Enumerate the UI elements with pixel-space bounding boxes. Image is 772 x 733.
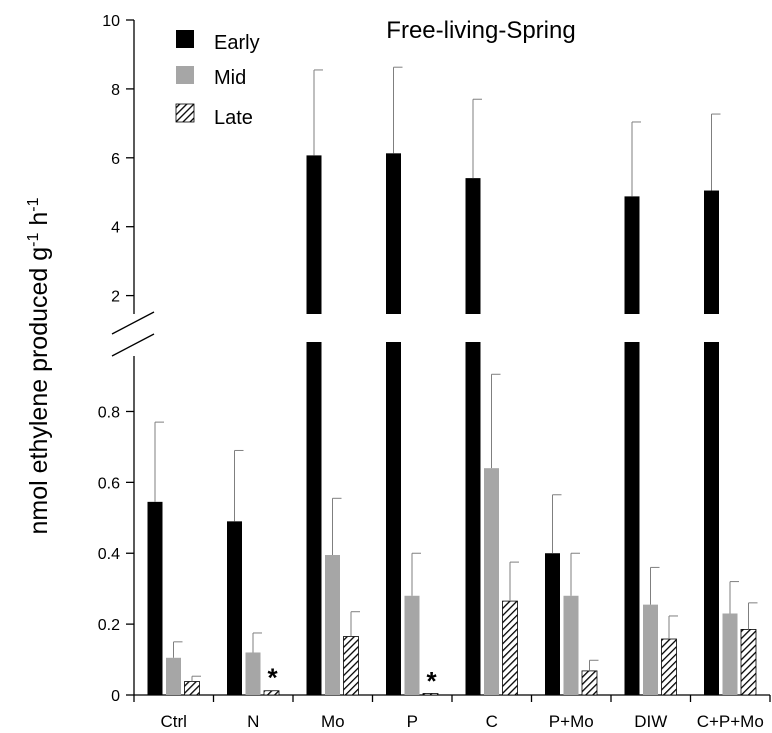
early-bar-mo-lower	[306, 342, 322, 695]
late-bar-p-plus-mo	[581, 670, 598, 696]
y-tick-label: 0.4	[98, 546, 120, 563]
late-bar-mo	[343, 636, 359, 696]
labels: 0 0.2 0.4 0.6 0.8 2 4 6 8 10 Ctrl N Mo P C P+Mo DIW C+P+M…	[98, 13, 764, 731]
late-bar-n	[263, 690, 280, 696]
legend-swatch-early	[176, 30, 194, 48]
early-bar-p-plus-mo	[545, 553, 560, 695]
bars	[147, 153, 757, 696]
early-bar-c-plus-p-plus-mo-upper	[704, 190, 719, 314]
late-bar-c-plus-p-plus-mo	[740, 629, 757, 696]
mid-bar-diw	[643, 604, 658, 695]
y-axis-label-main: nmol ethylene produced g	[25, 247, 53, 535]
early-bar-mo-upper	[306, 155, 322, 314]
legend: Early Mid Late	[175, 30, 260, 129]
late-bar-c	[502, 600, 518, 696]
y-tick-label: 6	[111, 151, 120, 168]
legend-swatch-late	[175, 103, 195, 123]
chart-title: Free-living-Spring	[386, 17, 575, 44]
x-tick-label-ctrl: Ctrl	[161, 712, 187, 731]
axes	[111, 19, 771, 702]
x-tick-label-c-plus-p-plus-mo: C+P+Mo	[697, 712, 764, 731]
y-axis-label: nmol ethylene produced g-1 h-1	[25, 197, 53, 534]
x-tick-label-n: N	[247, 712, 259, 731]
y-tick-label: 10	[102, 13, 120, 30]
y-axis-label-mid: h	[25, 212, 53, 233]
y-tick-label: 4	[111, 220, 120, 237]
late-bar-diw	[661, 638, 677, 696]
late-bar-ctrl	[184, 681, 200, 696]
y-tick-label: 0.6	[98, 475, 120, 492]
early-bar-c-plus-p-plus-mo-lower	[704, 342, 719, 695]
mid-bar-p	[404, 595, 420, 695]
early-bar-p-lower	[386, 342, 401, 695]
significance-star: *	[426, 666, 437, 696]
mid-bar-mo	[325, 555, 340, 695]
mid-bar-n	[245, 652, 261, 695]
early-bar-n	[227, 521, 242, 695]
axis-break-mark	[111, 311, 155, 335]
legend-label-early: Early	[214, 32, 260, 54]
y-tick-label: 0.8	[98, 404, 120, 421]
x-tick-label-c: C	[486, 712, 498, 731]
y-tick-label: 0	[111, 688, 120, 705]
y-tick-label: 2	[111, 289, 120, 306]
legend-label-late: Late	[214, 107, 253, 129]
x-tick-label-diw: DIW	[634, 712, 667, 731]
legend-label-mid: Mid	[214, 67, 246, 89]
early-bar-p-upper	[386, 153, 401, 314]
y-axis-label-sup2: -1	[25, 197, 42, 211]
mid-bar-c	[484, 468, 499, 695]
late-bar-p	[422, 693, 439, 696]
early-bar-c-upper	[465, 178, 481, 314]
x-tick-label-p-plus-mo: P+Mo	[549, 712, 594, 731]
mid-bar-p-plus-mo	[563, 595, 579, 695]
early-bar-c-lower	[465, 342, 481, 695]
y-tick-label: 8	[111, 82, 120, 99]
error-bars	[154, 66, 758, 682]
early-bar-diw-lower	[624, 342, 640, 695]
early-bar-ctrl	[147, 501, 163, 695]
significance-star: *	[267, 663, 278, 693]
legend-swatch-mid	[176, 66, 194, 84]
early-bar-diw-upper	[624, 196, 640, 314]
y-axis-label-sup1: -1	[25, 232, 42, 246]
y-tick-label: 0.2	[98, 617, 120, 634]
mid-bar-c-plus-p-plus-mo	[722, 613, 738, 695]
mid-bar-ctrl	[166, 657, 181, 695]
x-tick-label-p: P	[407, 712, 418, 731]
x-tick-label-mo: Mo	[321, 712, 345, 731]
axis-break-mark	[111, 333, 155, 357]
